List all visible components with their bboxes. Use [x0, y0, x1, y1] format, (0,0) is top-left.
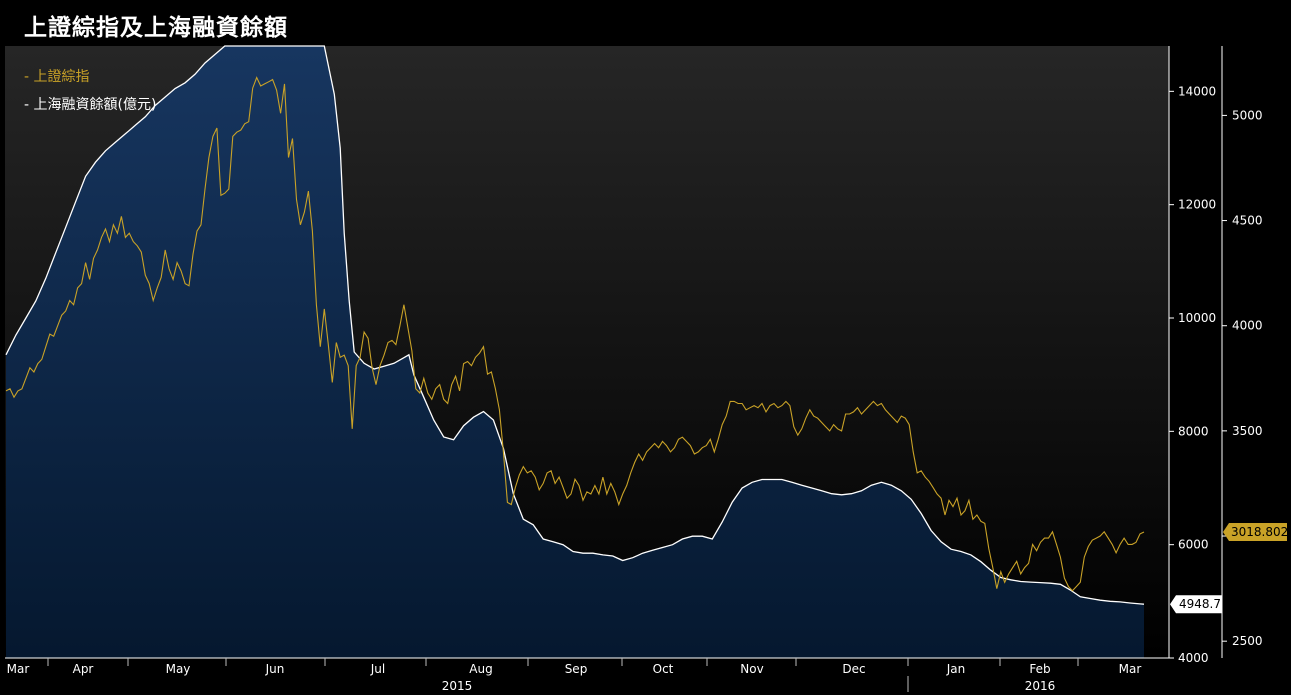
sse-index-last-value-box [1223, 523, 1287, 542]
x-axis-month-label: Oct [653, 662, 674, 676]
right-axis-tick-label: 4500 [1232, 214, 1263, 228]
x-axis-year-label: 2015 [442, 679, 473, 693]
left-axis-tick-label: 4000 [1178, 651, 1209, 665]
x-axis-month-label: Nov [740, 662, 763, 676]
legend-item-sse-index: - 上證綜指 [24, 69, 90, 85]
x-axis-month-label: Dec [842, 662, 865, 676]
left-axis-tick-label: 10000 [1178, 311, 1216, 325]
left-axis-tick-label: 6000 [1178, 538, 1209, 552]
margin-balance-area [6, 46, 1144, 658]
x-axis-month-label: Feb [1029, 662, 1050, 676]
sse-index-last-value-text: 3018.802 [1231, 525, 1288, 539]
left-axis-tick-label: 14000 [1178, 84, 1216, 98]
x-axis-month-label: Mar [1119, 662, 1142, 676]
x-axis-month-label: Sep [565, 662, 588, 676]
right-axis-tick-label: 2500 [1232, 634, 1263, 648]
x-axis-month-label: Mar [7, 662, 30, 676]
x-axis-month-label: Jun [265, 662, 285, 676]
margin-balance-last-value-text: 4948.7 [1179, 597, 1221, 611]
sse-index-line [5, 76, 1145, 592]
right-axis-tick-label: 3500 [1232, 424, 1263, 438]
x-axis-month-label: Jul [370, 662, 385, 676]
legend-item-margin-balance: - 上海融資餘額(億元) [24, 97, 157, 113]
x-axis-month-label: May [166, 662, 191, 676]
margin-balance-last-value-box [1170, 595, 1222, 614]
margin-balance-last-value: 4948.7 [1170, 595, 1222, 614]
sse-index-last-value: 3018.802 [1223, 523, 1288, 542]
left-axis-tick-label: 12000 [1178, 198, 1216, 212]
right-axis-tick-label: 4000 [1232, 319, 1263, 333]
x-axis-month-label: Apr [73, 662, 94, 676]
margin-balance-line [5, 45, 1145, 605]
left-axis-tick-label: 8000 [1178, 424, 1209, 438]
x-axis-month-label: Aug [469, 662, 492, 676]
x-axis-year-label: 2016 [1025, 679, 1056, 693]
right-axis-tick-label: 5000 [1232, 108, 1263, 122]
x-axis-month-label: Jan [946, 662, 966, 676]
chart-title: 上證綜指及上海融資餘額 [24, 15, 288, 41]
